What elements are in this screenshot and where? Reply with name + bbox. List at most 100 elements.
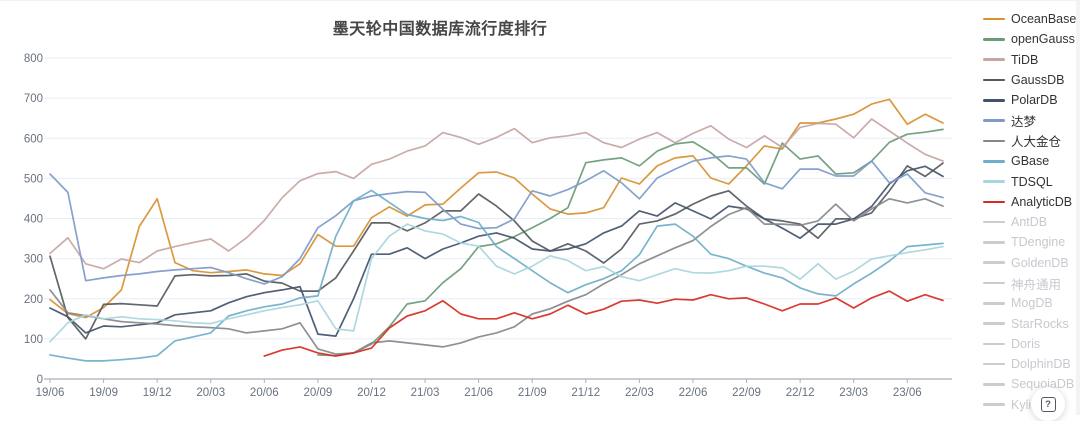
legend-item-OceanBase[interactable]: OceanBase bbox=[983, 9, 1080, 29]
legend-item-GBase[interactable]: GBase bbox=[983, 151, 1080, 171]
legend-line-swatch bbox=[983, 383, 1005, 386]
legend-line-swatch bbox=[983, 200, 1005, 204]
legend-line-swatch bbox=[983, 78, 1005, 82]
x-axis-tick-label: 21/12 bbox=[571, 387, 600, 399]
legend-item-达梦[interactable]: 达梦 bbox=[983, 110, 1080, 130]
legend-line-swatch bbox=[983, 58, 1005, 62]
y-axis-tick-label: 500 bbox=[24, 173, 43, 185]
y-axis-tick-label: 300 bbox=[24, 254, 43, 266]
legend-item-TiDB[interactable]: TiDB bbox=[983, 50, 1080, 70]
x-axis-tick-label: 23/06 bbox=[893, 387, 922, 399]
series-line-GaussDB[interactable] bbox=[49, 162, 944, 340]
legend-line-swatch bbox=[983, 17, 1005, 21]
legend-label: GaussDB bbox=[1011, 73, 1065, 88]
legend-line-swatch bbox=[983, 302, 1005, 305]
legend-line-swatch bbox=[983, 220, 1005, 224]
y-axis-tick-label: 200 bbox=[24, 294, 43, 306]
legend-item-GoldenDB[interactable]: GoldenDB bbox=[983, 253, 1080, 273]
grid-lines bbox=[44, 57, 952, 340]
legend-line-swatch bbox=[983, 180, 1005, 183]
x-axis-tick-label: 21/06 bbox=[464, 387, 493, 399]
legend-item-MogDB[interactable]: MogDB bbox=[983, 293, 1080, 313]
legend-item-神舟通用[interactable]: 神舟通用 bbox=[983, 273, 1080, 293]
legend-label: 达梦 bbox=[1011, 115, 1037, 130]
y-axis-tick-label: 600 bbox=[24, 133, 43, 145]
legend-label: PolarDB bbox=[1011, 93, 1058, 108]
series-line-TDSQL[interactable] bbox=[49, 223, 944, 343]
series-lines bbox=[49, 98, 944, 362]
legend-line-swatch bbox=[983, 241, 1005, 244]
help-button[interactable]: ? bbox=[1031, 387, 1065, 421]
series-line-AnalyticDB[interactable] bbox=[263, 290, 944, 357]
question-icon: ? bbox=[1040, 396, 1056, 412]
chart-legend: OceanBase openGauss TiDB GaussDB PolarDB 达梦人大… bbox=[983, 9, 1080, 415]
legend-line-swatch bbox=[983, 38, 1005, 41]
x-axis-tick-label: 21/09 bbox=[518, 387, 547, 399]
legend-label: StarRocks bbox=[1011, 316, 1069, 331]
y-axis-tick-label: 800 bbox=[24, 53, 43, 65]
x-axis-tick-label: 23/03 bbox=[839, 387, 868, 399]
series-line-GBase[interactable] bbox=[49, 189, 944, 362]
legend-item-SequoiaDB[interactable]: SequoiaDB bbox=[983, 374, 1080, 394]
legend-label: OceanBase bbox=[1011, 12, 1077, 27]
legend-label: TiDB bbox=[1011, 52, 1039, 67]
legend-label: GBase bbox=[1011, 154, 1050, 169]
legend-item-PolarDB[interactable]: PolarDB bbox=[983, 90, 1080, 110]
series-line-PolarDB[interactable] bbox=[49, 165, 944, 337]
y-axis-tick-label: 400 bbox=[24, 214, 43, 226]
series-line-人大金仓[interactable] bbox=[49, 197, 944, 355]
legend-item-TDengine[interactable]: TDengine bbox=[983, 232, 1080, 252]
series-line-TiDB[interactable] bbox=[49, 118, 944, 270]
x-axis-tick-label: 19/12 bbox=[143, 387, 172, 399]
x-axis-tick-label: 22/03 bbox=[625, 387, 654, 399]
legend-item-Doris[interactable]: Doris bbox=[983, 334, 1080, 354]
x-axis-tick-label: 20/12 bbox=[357, 387, 386, 399]
series-line-OceanBase[interactable] bbox=[49, 98, 944, 319]
y-axis-tick-label: 0 bbox=[37, 374, 43, 386]
legend-line-swatch bbox=[983, 403, 1005, 407]
legend-label: openGauss bbox=[1011, 32, 1075, 47]
legend-label: 神舟通用 bbox=[1011, 277, 1062, 292]
legend-line-swatch bbox=[983, 261, 1005, 264]
x-axis-tick-label: 19/06 bbox=[36, 387, 65, 399]
legend-item-DolphinDB[interactable]: DolphinDB bbox=[983, 354, 1080, 374]
legend-item-StarRocks[interactable]: StarRocks bbox=[983, 313, 1080, 333]
legend-line-swatch bbox=[983, 362, 1005, 366]
legend-line-swatch bbox=[983, 99, 1005, 102]
legend-item-AnalyticDB[interactable]: AnalyticDB bbox=[983, 192, 1080, 212]
legend-item-AntDB[interactable]: AntDB bbox=[983, 212, 1080, 232]
legend-item-TDSQL[interactable]: TDSQL bbox=[983, 171, 1080, 191]
legend-line-swatch bbox=[983, 159, 1005, 163]
x-axis-tick-label: 21/03 bbox=[411, 387, 440, 399]
page-title: 墨天轮中国数据库流行度排行 bbox=[332, 21, 548, 38]
legend-line-swatch bbox=[983, 281, 1005, 285]
legend-label: MogDB bbox=[1011, 296, 1053, 311]
y-axis-tick-label: 100 bbox=[24, 334, 43, 346]
x-axis-tick-label: 20/03 bbox=[196, 387, 225, 399]
legend-label: TDSQL bbox=[1011, 174, 1053, 189]
x-axis-tick-label: 22/09 bbox=[732, 387, 761, 399]
legend-line-swatch bbox=[983, 139, 1005, 143]
x-axis-tick-label: 20/09 bbox=[304, 387, 333, 399]
legend-label: Doris bbox=[1011, 336, 1041, 351]
x-axis-tick-label: 22/12 bbox=[786, 387, 815, 399]
x-axis-tick-label: 22/06 bbox=[679, 387, 708, 399]
legend-item-openGauss[interactable]: openGauss bbox=[983, 29, 1080, 49]
series-line-openGauss[interactable] bbox=[317, 128, 944, 357]
legend-item-GaussDB[interactable]: GaussDB bbox=[983, 70, 1080, 90]
x-axis-tick-label: 19/09 bbox=[89, 387, 118, 399]
legend-line-swatch bbox=[983, 342, 1005, 346]
x-axis-tick-label: 20/06 bbox=[250, 387, 279, 399]
legend-label: AnalyticDB bbox=[1011, 194, 1073, 209]
scrollbar-strip[interactable] bbox=[1076, 1, 1080, 415]
legend-label: AntDB bbox=[1011, 215, 1048, 230]
legend-item-人大金仓[interactable]: 人大金仓 bbox=[983, 131, 1080, 151]
series-line-达梦[interactable] bbox=[49, 155, 944, 285]
legend-line-swatch bbox=[983, 119, 1005, 122]
legend-label: DolphinDB bbox=[1011, 357, 1071, 372]
legend-label: SequoiaDB bbox=[1011, 377, 1075, 392]
legend-label: GoldenDB bbox=[1011, 255, 1069, 270]
legend-label: TDengine bbox=[1011, 235, 1066, 250]
legend-label: 人大金仓 bbox=[1011, 135, 1062, 150]
